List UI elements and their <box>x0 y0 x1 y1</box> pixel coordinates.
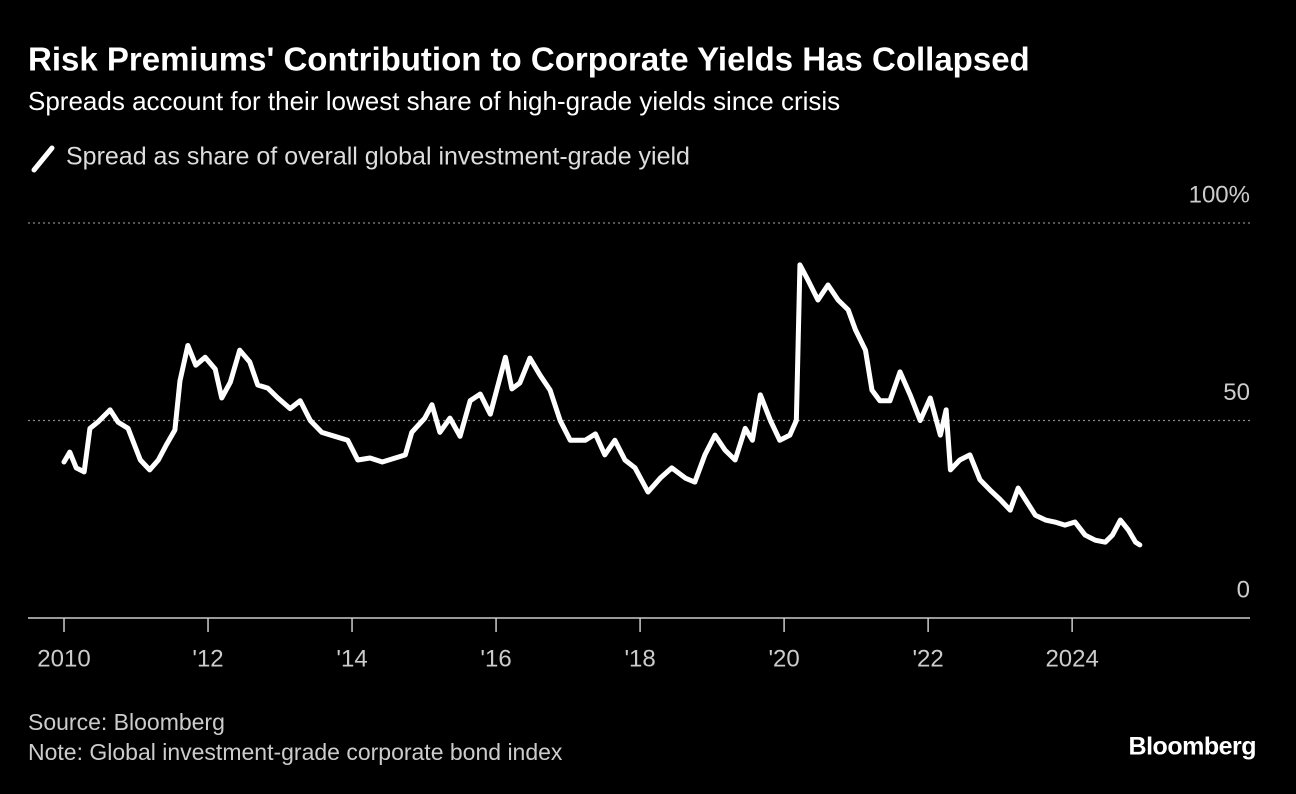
y-tick-label: 50 <box>1223 379 1250 406</box>
note: Note: Global investment-grade corporate … <box>28 739 563 765</box>
legend-label: Spread as share of overall global invest… <box>66 143 690 171</box>
data-line <box>61 262 1143 548</box>
source: Source: Bloomberg <box>28 709 225 735</box>
chart-subtitle: Spreads account for their lowest share o… <box>28 86 840 116</box>
legend-icon <box>31 145 55 173</box>
logo: Bloomberg <box>1129 733 1256 761</box>
x-tick-label: '14 <box>336 645 367 672</box>
y-tick-label: 0 <box>1237 576 1250 603</box>
x-tick-label: '20 <box>768 645 799 672</box>
x-tick-label: '22 <box>912 645 943 672</box>
chart-title: Risk Premiums' Contribution to Corporate… <box>28 41 1030 78</box>
x-tick-label: '16 <box>480 645 511 672</box>
x-tick-label: '18 <box>624 645 655 672</box>
x-tick-label: '12 <box>192 645 223 672</box>
x-tick-label: 2024 <box>1045 645 1098 672</box>
x-tick-label: 2010 <box>37 645 90 672</box>
y-tick-label: 100% <box>1189 181 1250 208</box>
